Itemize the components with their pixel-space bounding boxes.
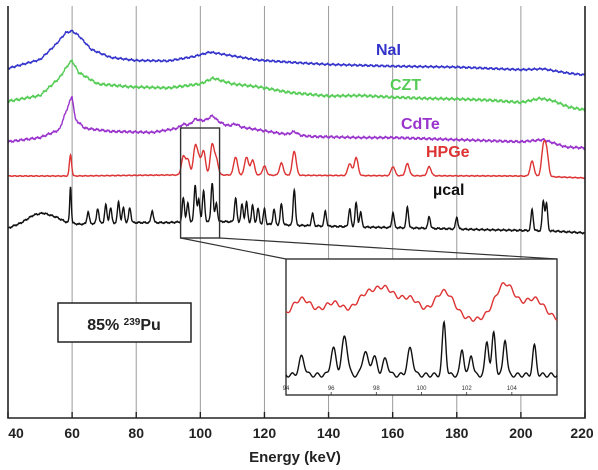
inset-tick-label: 96 — [328, 386, 335, 392]
inset-tick-label: 94 — [283, 386, 290, 392]
inset-tick-label: 104 — [507, 386, 518, 392]
zoom-region-box — [179, 127, 221, 239]
x-tick-label: 80 — [128, 425, 144, 441]
plot-axes-frame — [7, 6, 586, 419]
isotope-annotation-box: 85% 239Pu — [57, 302, 192, 343]
series-labels: NaI CZT CdTe HPGe µcal — [376, 42, 470, 199]
inset-tick-label: 98 — [373, 386, 380, 392]
x-axis-ticks: 40 60 80 100 120 140 160 180 200 220 — [7, 412, 594, 441]
x-tick-label: 200 — [509, 425, 533, 441]
series-label: µcal — [433, 182, 464, 199]
annotation-superscript: 239 — [124, 317, 141, 328]
series-label: CZT — [390, 77, 421, 94]
x-tick-label: 140 — [317, 425, 341, 441]
x-tick-label: 120 — [253, 425, 277, 441]
x-tick-label: 40 — [8, 425, 24, 441]
x-tick-label: 60 — [64, 425, 80, 441]
x-axis-title: Energy (keV) — [249, 449, 341, 466]
zoom-connector-left — [180, 237, 287, 260]
trace-czt — [7, 58, 586, 113]
x-tick-label: 180 — [445, 425, 469, 441]
zoom-connector-right — [219, 237, 558, 260]
inset-trace — [285, 282, 558, 322]
x-tick-label: 100 — [189, 425, 213, 441]
x-tick-label: 220 — [570, 425, 594, 441]
spectrum-traces — [7, 29, 586, 235]
annotation-frame — [57, 302, 192, 343]
inset-tick-label: 102 — [462, 386, 473, 392]
inset-panel: 94 96 98 100 102 104 — [283, 258, 558, 396]
trace-nai — [7, 29, 586, 77]
series-label: NaI — [376, 42, 401, 59]
annotation-text: 85% 239Pu — [87, 317, 161, 335]
trace-hpge — [7, 139, 586, 180]
annotation-element: Pu — [140, 317, 160, 334]
inset-tick-label: 100 — [416, 386, 427, 392]
series-label: CdTe — [401, 116, 440, 133]
annotation-prefix: 85% — [87, 317, 123, 334]
trace-cdte — [7, 96, 586, 151]
trace-cal — [7, 182, 586, 235]
inset-trace — [285, 319, 558, 378]
x-tick-label: 160 — [381, 425, 405, 441]
series-label: HPGe — [426, 144, 470, 161]
